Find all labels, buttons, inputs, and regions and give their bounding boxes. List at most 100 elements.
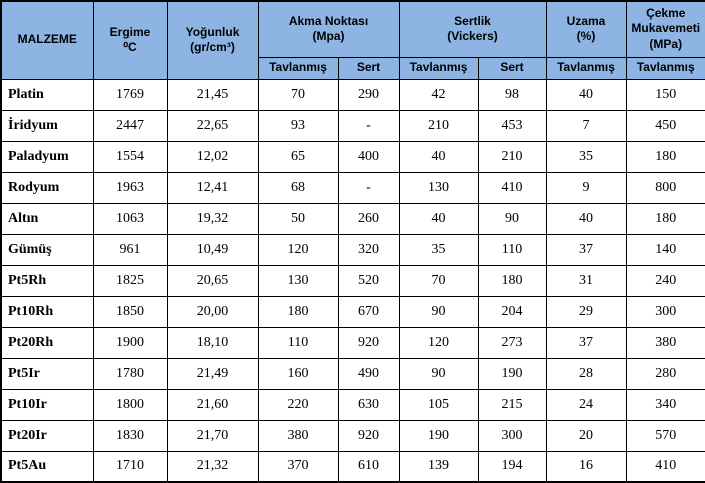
value-cell: 110 [257,326,339,359]
value-cell: 65 [257,140,339,173]
subcol-header-uzama-tavlanmis: Tavlanmış [545,56,627,80]
value-cell: 380 [257,419,339,452]
value-cell: 1963 [92,171,168,204]
col-header-ergime-line1: Ergime [109,24,151,39]
value-cell: 18,10 [166,326,259,359]
value-cell: 24 [545,388,627,421]
value-cell: - [337,109,400,142]
table-row: Pt10Ir 1800 21,60 220 630 105 215 24 340 [0,388,705,421]
value-cell: 12,41 [166,171,259,204]
value-cell: 120 [257,233,339,266]
value-cell: 520 [337,264,400,297]
col-header-uzama-line1: Uzama [566,13,606,28]
value-cell: 180 [257,295,339,328]
subcol-header-sertlik-sert: Sert [477,56,547,80]
value-cell: 800 [625,171,705,204]
value-cell: 42 [398,78,479,111]
value-cell: 70 [398,264,479,297]
value-cell: 1850 [92,295,168,328]
value-cell: 1825 [92,264,168,297]
value-cell: 410 [477,171,547,204]
col-header-akma-noktasi: Akma Noktası (Mpa) [257,0,400,58]
value-cell: 1830 [92,419,168,452]
value-cell: 340 [625,388,705,421]
value-cell: 410 [625,450,705,483]
table-row: Pt10Rh 1850 20,00 180 670 90 204 29 300 [0,295,705,328]
value-cell: 35 [398,233,479,266]
value-cell: 37 [545,233,627,266]
col-header-cekme: Çekme Mukavemeti (MPa) [625,0,705,58]
value-cell: 273 [477,326,547,359]
subcol-header-cekme-tavlanmis: Tavlanmış [625,56,705,80]
value-cell: - [337,171,400,204]
table-row: Altın 1063 19,32 50 260 40 90 40 180 [0,202,705,235]
table-row: Pt20Ir 1830 21,70 380 920 190 300 20 570 [0,419,705,452]
value-cell: 16 [545,450,627,483]
value-cell: 630 [337,388,400,421]
col-header-cekme-line2: Mukavemeti [631,21,701,36]
material-name-cell: Gümüş [0,233,94,266]
value-cell: 98 [477,78,547,111]
subcol-header-akma-sert: Sert [337,56,400,80]
material-name-cell: Paladyum [0,140,94,173]
value-cell: 180 [625,202,705,235]
value-cell: 300 [477,419,547,452]
value-cell: 130 [398,171,479,204]
value-cell: 1769 [92,78,168,111]
header-row-main: MALZEME Ergime ⁰C Yoğunluk (gr/cm³) Akma… [0,0,705,80]
col-header-ergime-line2: ⁰C [123,40,137,55]
table-row: Pt5Ir 1780 21,49 160 490 90 190 28 280 [0,357,705,390]
table-row: Gümüş 961 10,49 120 320 35 110 37 140 [0,233,705,266]
value-cell: 1800 [92,388,168,421]
value-cell: 20,65 [166,264,259,297]
col-header-ergime: Ergime ⁰C [92,0,168,80]
col-header-malzeme-label: MALZEME [17,32,77,47]
value-cell: 300 [625,295,705,328]
value-cell: 215 [477,388,547,421]
value-cell: 150 [625,78,705,111]
col-header-yogunluk-line2: (gr/cm³) [190,40,235,55]
value-cell: 37 [545,326,627,359]
value-cell: 70 [257,78,339,111]
value-cell: 920 [337,419,400,452]
col-header-uzama: Uzama (%) [545,0,627,58]
value-cell: 370 [257,450,339,483]
value-cell: 1710 [92,450,168,483]
material-name-cell: Altın [0,202,94,235]
value-cell: 260 [337,202,400,235]
value-cell: 35 [545,140,627,173]
value-cell: 19,32 [166,202,259,235]
value-cell: 9 [545,171,627,204]
value-cell: 110 [477,233,547,266]
value-cell: 12,02 [166,140,259,173]
value-cell: 28 [545,357,627,390]
value-cell: 40 [545,78,627,111]
table-row: Pt5Au 1710 21,32 370 610 139 194 16 410 [0,450,705,483]
material-name-cell: Pt20Rh [0,326,94,359]
col-header-sertlik-line1: Sertlik [454,13,491,28]
table-header: MALZEME Ergime ⁰C Yoğunluk (gr/cm³) Akma… [0,0,705,80]
value-cell: 280 [625,357,705,390]
value-cell: 90 [398,295,479,328]
value-cell: 453 [477,109,547,142]
value-cell: 1900 [92,326,168,359]
value-cell: 1554 [92,140,168,173]
col-header-akma-line2: (Mpa) [312,29,345,44]
value-cell: 40 [545,202,627,235]
value-cell: 140 [625,233,705,266]
col-header-sertlik-line2: (Vickers) [447,29,498,44]
material-name-cell: Pt10Rh [0,295,94,328]
value-cell: 450 [625,109,705,142]
value-cell: 570 [625,419,705,452]
value-cell: 68 [257,171,339,204]
value-cell: 21,32 [166,450,259,483]
value-cell: 2447 [92,109,168,142]
table-row: Pt20Rh 1900 18,10 110 920 120 273 37 380 [0,326,705,359]
value-cell: 160 [257,357,339,390]
col-header-uzama-line2: (%) [576,29,596,44]
col-header-malzeme: MALZEME [0,0,94,80]
value-cell: 290 [337,78,400,111]
value-cell: 180 [625,140,705,173]
table-row: İridyum 2447 22,65 93-210 453 7 450 [0,109,705,142]
value-cell: 21,70 [166,419,259,452]
